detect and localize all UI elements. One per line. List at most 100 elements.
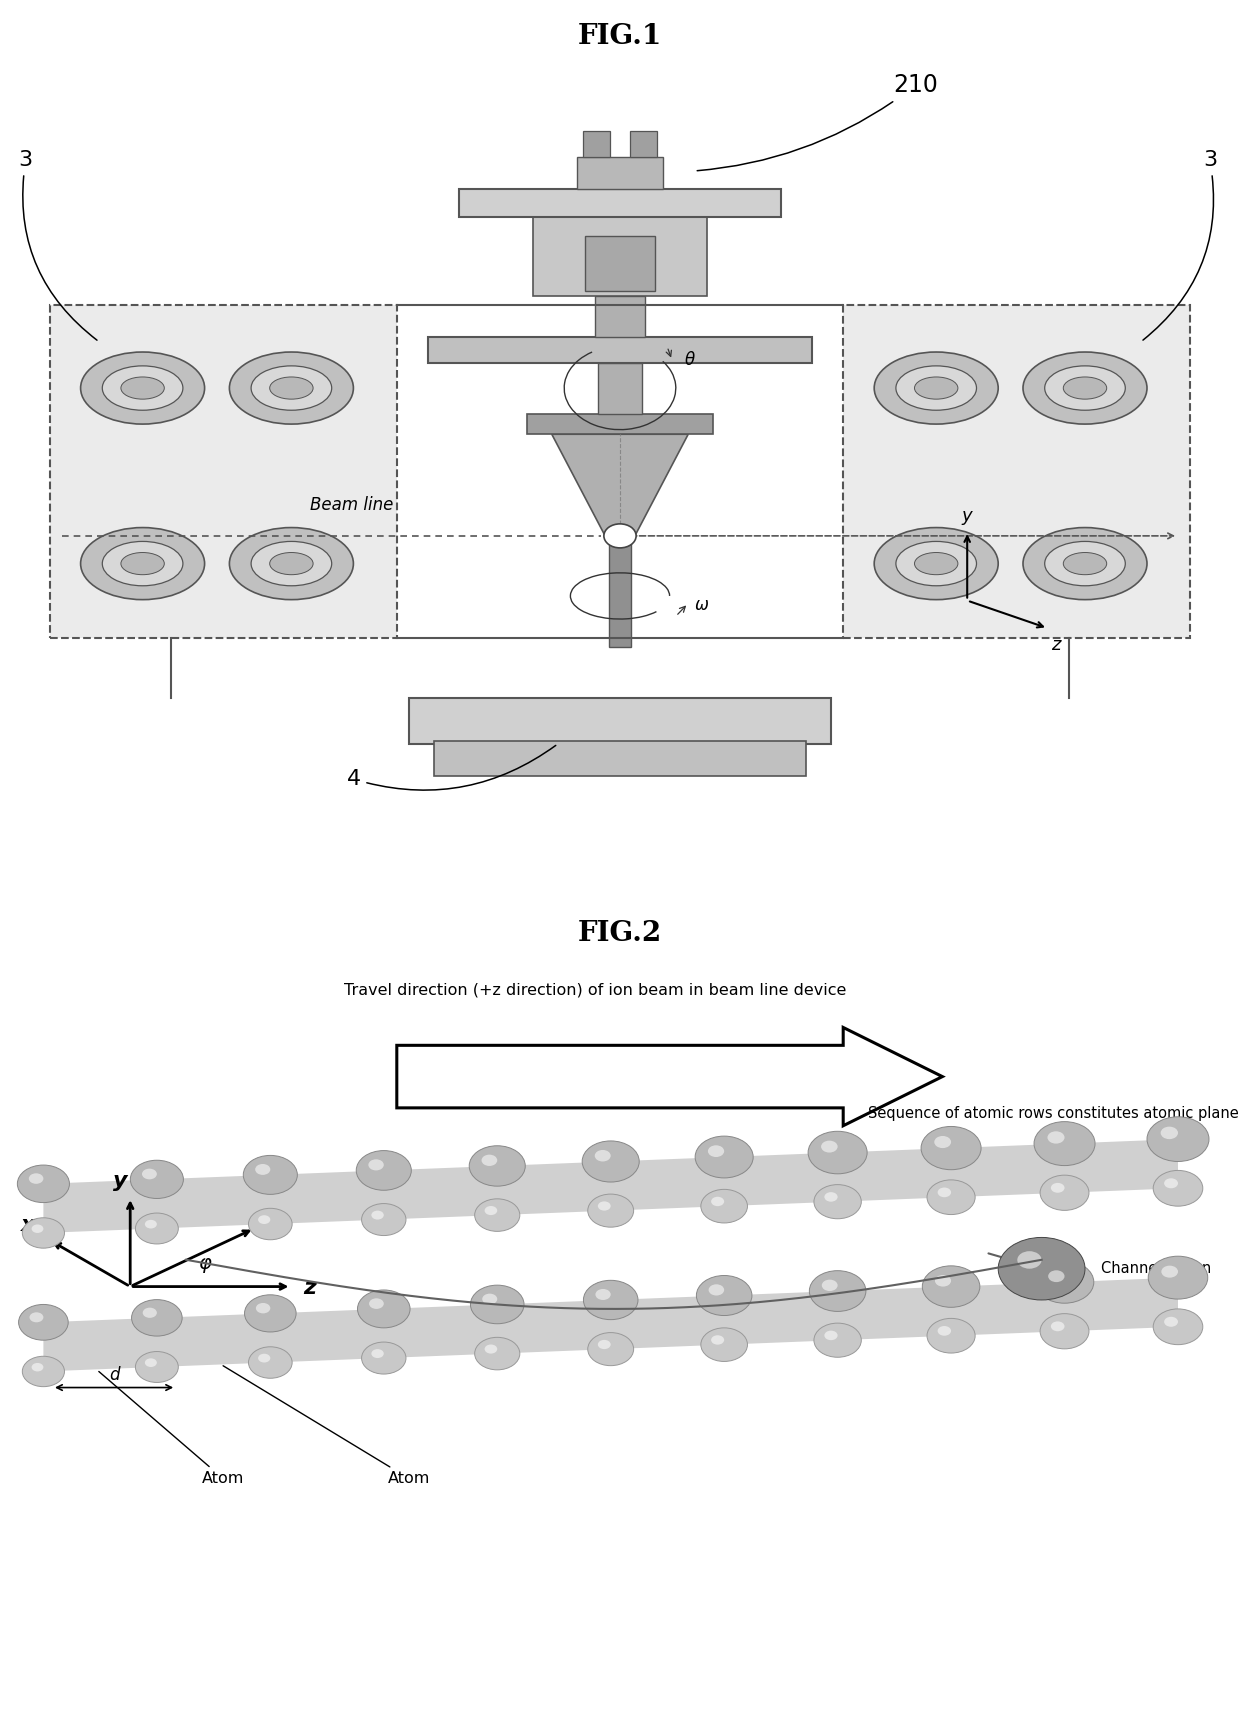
Circle shape xyxy=(937,1326,951,1336)
Circle shape xyxy=(701,1189,748,1223)
Circle shape xyxy=(825,1331,838,1340)
Circle shape xyxy=(921,1126,981,1170)
Ellipse shape xyxy=(270,553,312,575)
Text: Sequence of atomic rows constitutes atomic plane: Sequence of atomic rows constitutes atom… xyxy=(868,1107,1239,1121)
Circle shape xyxy=(470,1285,525,1324)
Circle shape xyxy=(258,1215,270,1223)
Circle shape xyxy=(135,1352,179,1382)
Circle shape xyxy=(935,1275,951,1287)
Circle shape xyxy=(1034,1122,1095,1165)
Circle shape xyxy=(22,1357,64,1386)
Circle shape xyxy=(825,1193,838,1201)
Circle shape xyxy=(475,1199,520,1232)
Text: $\boldsymbol{v_0}$: $\boldsymbol{v_0}$ xyxy=(264,1208,285,1227)
Polygon shape xyxy=(552,435,688,536)
Circle shape xyxy=(598,1201,610,1211)
Bar xyxy=(527,414,713,435)
Circle shape xyxy=(604,524,636,548)
Circle shape xyxy=(469,1146,526,1186)
Bar xyxy=(533,217,707,296)
Circle shape xyxy=(583,1141,640,1182)
Circle shape xyxy=(923,1266,980,1307)
Text: FIG.2: FIG.2 xyxy=(578,921,662,948)
Text: x: x xyxy=(21,1215,36,1235)
Circle shape xyxy=(595,1150,610,1162)
Circle shape xyxy=(248,1347,293,1379)
Ellipse shape xyxy=(102,541,184,585)
Circle shape xyxy=(598,1340,610,1348)
Circle shape xyxy=(371,1348,384,1359)
Bar xyxy=(598,363,642,414)
Ellipse shape xyxy=(229,527,353,599)
Circle shape xyxy=(1153,1170,1203,1206)
Circle shape xyxy=(928,1181,975,1215)
Circle shape xyxy=(711,1196,724,1206)
Circle shape xyxy=(821,1141,838,1153)
Circle shape xyxy=(1048,1270,1065,1282)
Text: d: d xyxy=(109,1367,119,1384)
Circle shape xyxy=(1162,1266,1178,1278)
Circle shape xyxy=(482,1294,497,1304)
Ellipse shape xyxy=(874,352,998,424)
Circle shape xyxy=(1040,1314,1089,1348)
Circle shape xyxy=(368,1160,384,1170)
Circle shape xyxy=(1153,1309,1203,1345)
Circle shape xyxy=(1050,1182,1065,1193)
Circle shape xyxy=(595,1288,610,1300)
Ellipse shape xyxy=(874,527,998,599)
Polygon shape xyxy=(43,1278,1178,1372)
Circle shape xyxy=(701,1328,748,1362)
Circle shape xyxy=(1050,1321,1065,1331)
Polygon shape xyxy=(43,1140,1178,1234)
Ellipse shape xyxy=(81,352,205,424)
Circle shape xyxy=(19,1304,68,1340)
Bar xyxy=(585,236,655,291)
Ellipse shape xyxy=(120,553,164,575)
Circle shape xyxy=(244,1295,296,1331)
Circle shape xyxy=(1017,1251,1042,1270)
Ellipse shape xyxy=(895,541,977,585)
Ellipse shape xyxy=(270,376,312,399)
Ellipse shape xyxy=(120,376,164,399)
Circle shape xyxy=(362,1203,405,1235)
Circle shape xyxy=(362,1341,405,1374)
Circle shape xyxy=(255,1163,270,1175)
Circle shape xyxy=(31,1225,43,1234)
Text: θ: θ xyxy=(684,351,694,370)
Text: z: z xyxy=(1052,636,1061,654)
Circle shape xyxy=(255,1304,270,1314)
Circle shape xyxy=(1035,1261,1094,1304)
Circle shape xyxy=(696,1136,753,1177)
Bar xyxy=(409,698,831,744)
Circle shape xyxy=(1161,1126,1178,1140)
Circle shape xyxy=(248,1208,293,1240)
Circle shape xyxy=(143,1169,156,1179)
Circle shape xyxy=(17,1165,69,1203)
Text: Beam line: Beam line xyxy=(310,496,393,513)
Bar xyxy=(583,132,610,157)
Ellipse shape xyxy=(895,366,977,411)
Circle shape xyxy=(934,1136,951,1148)
Bar xyxy=(630,132,657,157)
Text: FIG.1: FIG.1 xyxy=(578,24,662,50)
Text: Atom: Atom xyxy=(99,1372,244,1487)
Bar xyxy=(609,536,631,647)
Text: Atom: Atom xyxy=(223,1365,430,1487)
Ellipse shape xyxy=(1023,527,1147,599)
Circle shape xyxy=(1164,1317,1178,1326)
Circle shape xyxy=(822,1280,838,1292)
Circle shape xyxy=(1147,1117,1209,1162)
Ellipse shape xyxy=(229,352,353,424)
Circle shape xyxy=(928,1319,975,1353)
Circle shape xyxy=(243,1155,298,1194)
Circle shape xyxy=(998,1237,1085,1300)
Text: 3: 3 xyxy=(19,151,97,340)
Text: ω: ω xyxy=(694,595,708,614)
Text: Channeling ion: Channeling ion xyxy=(1101,1261,1211,1276)
Circle shape xyxy=(711,1335,724,1345)
Circle shape xyxy=(135,1213,179,1244)
Circle shape xyxy=(29,1174,43,1184)
Circle shape xyxy=(145,1359,156,1367)
Ellipse shape xyxy=(1044,541,1126,585)
Ellipse shape xyxy=(914,553,957,575)
